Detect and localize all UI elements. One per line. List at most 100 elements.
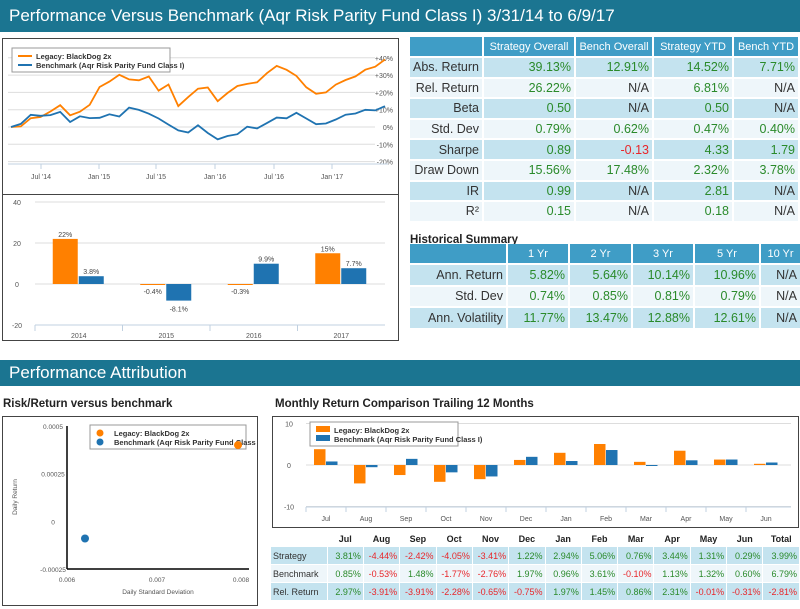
table-cell: -3.41% <box>472 547 509 564</box>
table-cell: -0.01% <box>690 583 727 600</box>
x-tick-label: 0.006 <box>59 577 76 584</box>
table-cell: -0.65% <box>472 583 509 600</box>
x-tick-label: Jul '16 <box>264 174 284 181</box>
table-cell: -0.75% <box>509 583 545 600</box>
x-tick-label: 2017 <box>333 333 349 339</box>
table-cell: -2.81% <box>763 583 799 600</box>
table-cell: 0.62% <box>576 119 652 139</box>
legend-strategy-label: Legacy: BlackDog 2x <box>334 426 410 435</box>
table-cell: 2.94% <box>545 547 581 564</box>
table-cell: 1.97% <box>545 583 581 600</box>
table-cell: 5.82% <box>508 265 568 285</box>
row-label: Std. Dev <box>410 286 506 306</box>
table-cell: N/A <box>576 99 652 118</box>
x-tick-label: Jul '14 <box>31 174 51 181</box>
row-label: Sharpe <box>410 140 482 159</box>
x-tick-label: Jan '17 <box>321 174 343 181</box>
x-tick-label: 2015 <box>158 333 174 339</box>
y-tick-label: -0.00025 <box>40 567 66 574</box>
table-cell: -4.44% <box>363 547 400 564</box>
x-tick-label: Nov <box>480 516 493 523</box>
section-title: Performance Attribution <box>9 363 187 382</box>
y-tick-label: +10% <box>375 108 393 115</box>
y-tick-label: 0.00025 <box>41 472 65 479</box>
x-tick-label: Jun <box>760 516 771 523</box>
table-cell: -3.91% <box>400 583 436 600</box>
row-label: Rel. Return <box>271 583 327 600</box>
table-cell: 3.81% <box>327 547 363 564</box>
table-cell: 0.50 <box>484 99 574 118</box>
table-row: IR 0.99 N/A 2.81 N/A <box>410 181 798 201</box>
strategy-bar <box>315 253 341 284</box>
benchmark-bar <box>326 461 338 465</box>
y-tick-label: -20 <box>12 323 22 330</box>
table-cell: 39.13% <box>484 58 574 77</box>
table-cell: 3.61% <box>581 565 618 582</box>
table-cell: 1.79 <box>734 140 798 159</box>
bar-data-label: -8.1% <box>170 307 188 314</box>
y-tick-label: 10 <box>285 422 293 429</box>
table-row: Sharpe 0.89 -0.13 4.33 1.79 <box>410 140 798 159</box>
table-row: Ann. Return 5.82% 5.64% 10.14% 10.96% N/A <box>410 265 800 285</box>
stats-table: Strategy Overall Bench Overall Strategy YT… <box>408 35 800 223</box>
table-cell: 7.71% <box>734 58 798 77</box>
legend-benchmark-swatch <box>96 438 104 446</box>
benchmark-bar <box>646 465 658 466</box>
column-header: Bench YTD <box>734 37 798 56</box>
x-tick-label: Jul '15 <box>146 174 166 181</box>
column-header: Feb <box>591 533 608 544</box>
table-cell: 6.79% <box>763 565 799 582</box>
table-cell: 0.18 <box>654 202 732 221</box>
legend-strategy-label: Legacy: BlackDog 2x <box>114 429 190 438</box>
table-cell: 3.44% <box>654 547 690 564</box>
table-cell: -2.76% <box>472 565 509 582</box>
table-row: Rel. Return 26.22% N/A 6.81% N/A <box>410 78 798 98</box>
x-tick-label: Dec <box>520 516 533 523</box>
column-header: Dec <box>518 533 536 544</box>
table-cell: N/A <box>734 99 798 118</box>
row-label: Rel. Return <box>410 78 482 98</box>
table-cell: 13.47% <box>570 308 631 328</box>
column-header: Oct <box>446 533 462 544</box>
x-tick-label: Feb <box>600 516 612 523</box>
x-tick-label: May <box>719 516 733 523</box>
y-tick-label: 40 <box>13 200 21 207</box>
table-cell: 0.96% <box>545 565 581 582</box>
table-cell: 5.64% <box>570 265 631 285</box>
column-header: Nov <box>482 533 500 544</box>
strategy-bar <box>714 459 726 465</box>
column-header: 2 Yr <box>570 244 631 263</box>
x-tick-label: 2014 <box>71 333 87 339</box>
strategy-bar <box>754 463 766 465</box>
monthly-table: Jul Aug Sep Oct Nov Dec Jan Feb Mar Apr May Jun Tota… <box>270 530 800 601</box>
strategy-bar <box>554 452 566 465</box>
table-cell: N/A <box>734 202 798 221</box>
table-cell: 17.48% <box>576 160 652 180</box>
column-header: Sep <box>409 533 427 544</box>
section-header: Performance Attribution <box>0 360 800 386</box>
table-cell: 1.32% <box>690 565 727 582</box>
legend-benchmark-label: Benchmark (Aqr Risk Parity Fund Class I) <box>114 438 256 447</box>
table-cell: 2.97% <box>327 583 363 600</box>
risk-return-chart: 0.0005 0.00025 0 -0.00025 0.006 0.007 0.008 Dai… <box>2 416 263 606</box>
header-row: Jul Aug Sep Oct Nov Dec Jan Feb Mar Apr May Jun Tota… <box>271 531 799 546</box>
table-cell: N/A <box>576 202 652 221</box>
benchmark-bar <box>606 450 618 465</box>
y-axis-label: Daily Return <box>12 479 19 515</box>
x-axis-label: Daily Standard Deviation <box>122 589 194 596</box>
header-row: Strategy Overall Bench Overall Strategy YT… <box>410 37 798 56</box>
table-cell: 6.81% <box>654 78 732 98</box>
column-header: Bench Overall <box>576 37 652 56</box>
table-cell: N/A <box>576 78 652 98</box>
table-cell: 0.40% <box>734 119 798 139</box>
x-tick-label: Apr <box>681 516 693 523</box>
strategy-bar <box>514 459 526 465</box>
y-tick-label: 0.0005 <box>43 424 63 431</box>
column-header: Jul <box>338 533 352 544</box>
column-header: 10 Yr <box>761 244 800 263</box>
x-tick-label: 0.007 <box>149 577 166 584</box>
benchmark-point <box>81 534 89 543</box>
historical-table: 1 Yr 2 Yr 3 Yr 5 Yr 10 Yr Ann. Return 5.82% 5.6… <box>408 242 800 330</box>
table-cell: 1.97% <box>509 565 545 582</box>
monthly-chart: 10 0 -10 Jul Aug Sep Oct Nov Dec Jan Feb Mar Apr May J… <box>272 416 799 528</box>
